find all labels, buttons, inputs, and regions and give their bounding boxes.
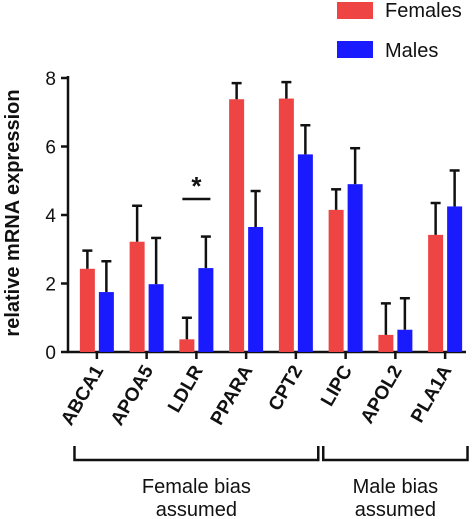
bar-females-cpt2 [278,98,294,352]
legend-label-females: Females [385,0,462,22]
x-tick-label-lipc: LIPC [317,362,357,410]
group-label-line1: Male bias [353,476,439,498]
x-tick-label-pla1a: PLA1A [407,362,456,427]
y-tick-label: 6 [45,138,56,159]
x-tick-label-abca1: ABCA1 [57,362,108,430]
bar-females-pla1a [428,234,444,352]
legend: Females Males [337,0,462,62]
x-tick-label-cpt2: CPT2 [265,362,307,415]
group-label-line2: assumed [156,499,237,519]
group-label-line1: Female bias [142,476,251,498]
bar-females-ldlr [179,339,195,352]
group-bracket-1 [321,446,469,462]
legend-swatch-females [337,2,373,19]
y-tick-label: 8 [45,69,56,90]
x-tick-label-apol2: APOL2 [357,362,407,427]
x-tick-label-apoa5: APOA5 [107,362,158,430]
bar-females-apoa5 [129,241,145,352]
legend-label-males: Males [385,40,438,62]
bar-females-ppara [229,99,245,352]
x-tick-label-ppara: PPARA [207,362,258,429]
bar-males-ldlr [198,268,214,352]
group-label-line2: assumed [355,499,436,519]
y-axis-label: relative mRNA expression [2,89,24,336]
bar-females-lipc [328,209,344,352]
bar-males-lipc [347,184,363,352]
x-tick-label-ldlr: LDLR [164,362,208,417]
bar-females-abca1 [79,268,95,352]
y-tick-label: 0 [45,343,56,364]
bar-males-apoa5 [148,284,164,352]
bar-males-cpt2 [297,154,313,352]
bar-males-pla1a [447,206,463,352]
bar-males-apol2 [397,329,413,352]
bar-males-ppara [248,226,264,352]
bar-males-abca1 [98,292,114,352]
significance-star: * [191,171,202,201]
bar-females-apol2 [378,334,394,352]
y-tick-label: 4 [45,206,56,227]
legend-swatch-males [337,41,373,58]
y-tick-label: 2 [45,275,56,296]
group-bracket-0 [73,446,320,462]
